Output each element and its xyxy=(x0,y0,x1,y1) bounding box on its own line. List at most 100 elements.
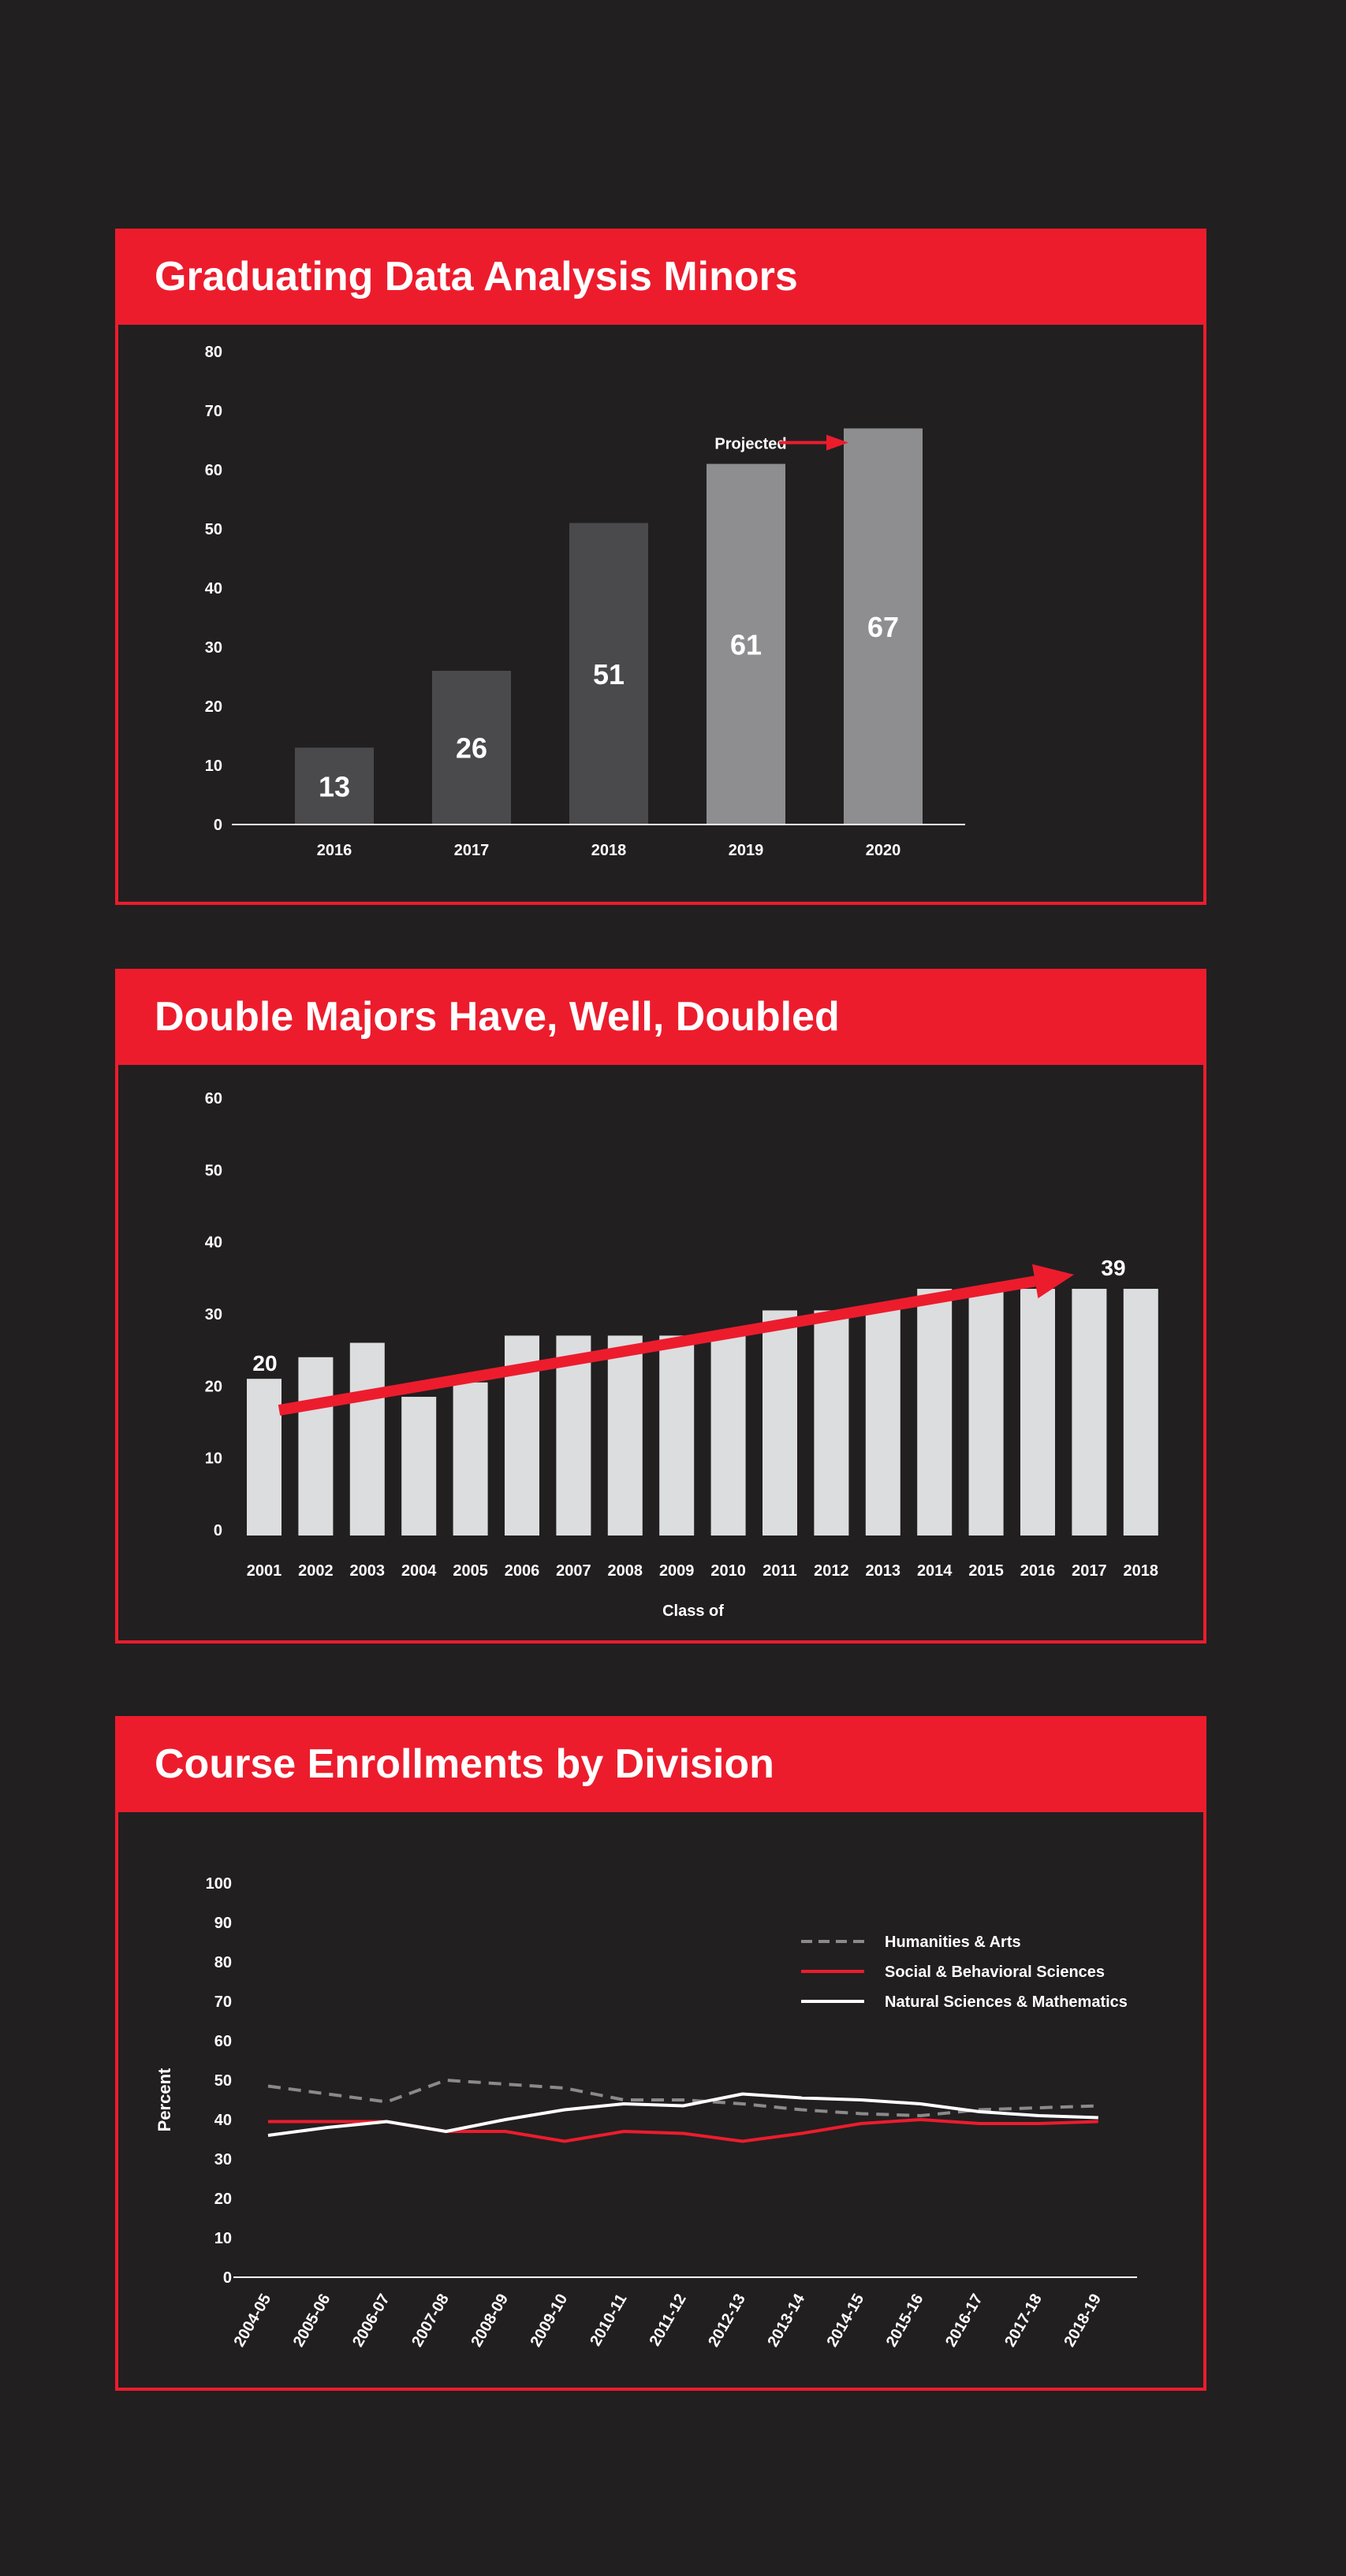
minors-panel: Graduating Data Analysis Minors 0 10 20 30 4… xyxy=(115,229,1206,905)
y-tick-label: 10 xyxy=(205,1450,222,1468)
bar xyxy=(401,1397,437,1536)
x-tick-label: 2020 xyxy=(866,842,901,859)
x-tick-label: 2010 xyxy=(710,1562,746,1580)
y-tick-label: 40 xyxy=(205,1234,222,1252)
bar xyxy=(814,1310,849,1536)
x-tick-label: 2009-10 xyxy=(528,2291,572,2351)
x-tick-label: 2013-14 xyxy=(764,2291,808,2350)
trend-end-label: 39 xyxy=(1101,1256,1125,1280)
x-tick-label: 2019 xyxy=(729,842,764,859)
trend-arrow-head xyxy=(1032,1264,1074,1299)
bar xyxy=(844,428,923,825)
double-majors-chart-title: Double Majors Have, Well, Doubled xyxy=(155,994,840,1040)
x-tick-label: 2016 xyxy=(1020,1562,1056,1580)
x-tick-label: 2018-19 xyxy=(1061,2291,1105,2351)
y-tick-label: 0 xyxy=(214,1522,222,1539)
double-majors-panel-header: Double Majors Have, Well, Doubled xyxy=(115,969,1206,1065)
x-tick-label: 2007-08 xyxy=(408,2291,453,2351)
minors-panel-header: Graduating Data Analysis Minors xyxy=(115,229,1206,325)
trend-start-label: 20 xyxy=(252,1351,277,1375)
x-tick-label: 2006 xyxy=(505,1562,540,1580)
bar xyxy=(1123,1289,1158,1536)
series-line xyxy=(267,2092,1098,2137)
y-tick-label: 40 xyxy=(214,2112,232,2129)
x-tick-label: 2016-17 xyxy=(942,2291,986,2351)
x-tick-label: 2009 xyxy=(659,1562,695,1580)
y-tick-label: 30 xyxy=(205,1306,222,1323)
bar-value-label: 61 xyxy=(730,628,762,661)
x-tick-label: 2014-15 xyxy=(824,2291,868,2351)
bar-value-label: 67 xyxy=(867,611,899,643)
x-tick-label: 2012-13 xyxy=(705,2291,749,2351)
y-tick-label: 60 xyxy=(205,462,222,479)
x-tick-label: 2008 xyxy=(608,1562,643,1580)
bar-value-label: 26 xyxy=(456,732,487,765)
bar xyxy=(917,1289,953,1536)
x-tick-label: 2015-16 xyxy=(883,2291,927,2351)
x-tick-label: 2013 xyxy=(866,1562,901,1580)
y-tick-label: 50 xyxy=(214,2072,232,2090)
bar xyxy=(762,1310,797,1536)
x-tick-label: 2005 xyxy=(453,1562,488,1580)
y-tick-label: 80 xyxy=(205,344,222,361)
bar-value-label: 13 xyxy=(319,770,350,802)
minors-bar-chart: 0 10 20 30 40 50 60 70 80 13 2016 26 2017 51 2018 61 201… xyxy=(205,344,965,859)
legend-label: Humanities & Arts xyxy=(885,1934,1021,1951)
x-tick-label: 2008-09 xyxy=(468,2291,512,2351)
bar xyxy=(968,1289,1004,1536)
x-tick-label: 2011 xyxy=(762,1562,796,1580)
y-tick-label: 30 xyxy=(214,2151,232,2168)
y-tick-label: 20 xyxy=(214,2191,232,2208)
bar-value-label: 51 xyxy=(593,658,625,691)
bar xyxy=(298,1357,334,1536)
x-tick-label: 2014 xyxy=(917,1562,953,1580)
enrollments-panel-header: Course Enrollments by Division xyxy=(115,1716,1206,1812)
x-tick-label: 2002 xyxy=(298,1562,334,1580)
y-tick-label: 70 xyxy=(214,1993,232,2011)
series-line xyxy=(267,2079,1098,2117)
y-tick-label: 10 xyxy=(205,758,222,775)
legend-label: Natural Sciences & Mathematics xyxy=(885,1993,1128,2011)
legend-label: Social & Behavioral Sciences xyxy=(885,1964,1105,1981)
y-axis-title: Percent xyxy=(155,2068,174,2131)
y-tick-label: 100 xyxy=(206,1875,232,1893)
enrollments-line-chart: 0 10 20 30 40 50 60 70 80 90 100 Percent 2004-05 2005… xyxy=(155,1875,1137,2351)
x-tick-label: 2010-11 xyxy=(587,2291,630,2350)
minors-chart-title: Graduating Data Analysis Minors xyxy=(155,254,798,300)
bar xyxy=(453,1382,488,1536)
bar xyxy=(349,1342,385,1536)
bar xyxy=(569,523,648,825)
x-tick-label: 2015 xyxy=(968,1562,1004,1580)
bar xyxy=(1020,1289,1055,1536)
x-tick-label: 2016 xyxy=(317,842,352,859)
y-tick-label: 50 xyxy=(205,521,222,538)
projected-annotation: Projected xyxy=(714,436,786,453)
enrollments-panel: Course Enrollments by Division 0 10 20 30 40… xyxy=(115,1716,1206,2391)
enrollments-chart-title: Course Enrollments by Division xyxy=(155,1741,774,1787)
y-tick-label: 0 xyxy=(223,2269,232,2287)
bar xyxy=(556,1335,591,1536)
bar xyxy=(247,1379,282,1536)
bar xyxy=(865,1306,900,1536)
y-tick-label: 10 xyxy=(214,2230,232,2247)
y-tick-label: 50 xyxy=(205,1162,222,1179)
y-tick-label: 40 xyxy=(205,580,222,597)
x-tick-label: 2018 xyxy=(591,842,627,859)
trend-arrow-shaft xyxy=(278,1275,1036,1416)
bar xyxy=(710,1335,746,1536)
x-tick-label: 2006-07 xyxy=(349,2291,393,2351)
y-tick-label: 90 xyxy=(214,1915,232,1932)
y-tick-label: 0 xyxy=(214,817,222,834)
y-tick-label: 30 xyxy=(205,639,222,657)
y-tick-label: 20 xyxy=(205,698,222,716)
x-tick-label: 2012 xyxy=(814,1562,849,1580)
x-tick-label: 2001 xyxy=(247,1562,282,1580)
bar xyxy=(659,1335,695,1536)
bar xyxy=(707,463,785,825)
x-tick-label: 2005-06 xyxy=(290,2291,334,2351)
x-tick-label: 2003 xyxy=(350,1562,386,1580)
x-tick-label: 2017-18 xyxy=(1001,2291,1046,2351)
x-tick-label: 2004 xyxy=(401,1562,437,1580)
x-tick-label: 2017 xyxy=(1072,1562,1107,1580)
bar xyxy=(295,747,374,825)
